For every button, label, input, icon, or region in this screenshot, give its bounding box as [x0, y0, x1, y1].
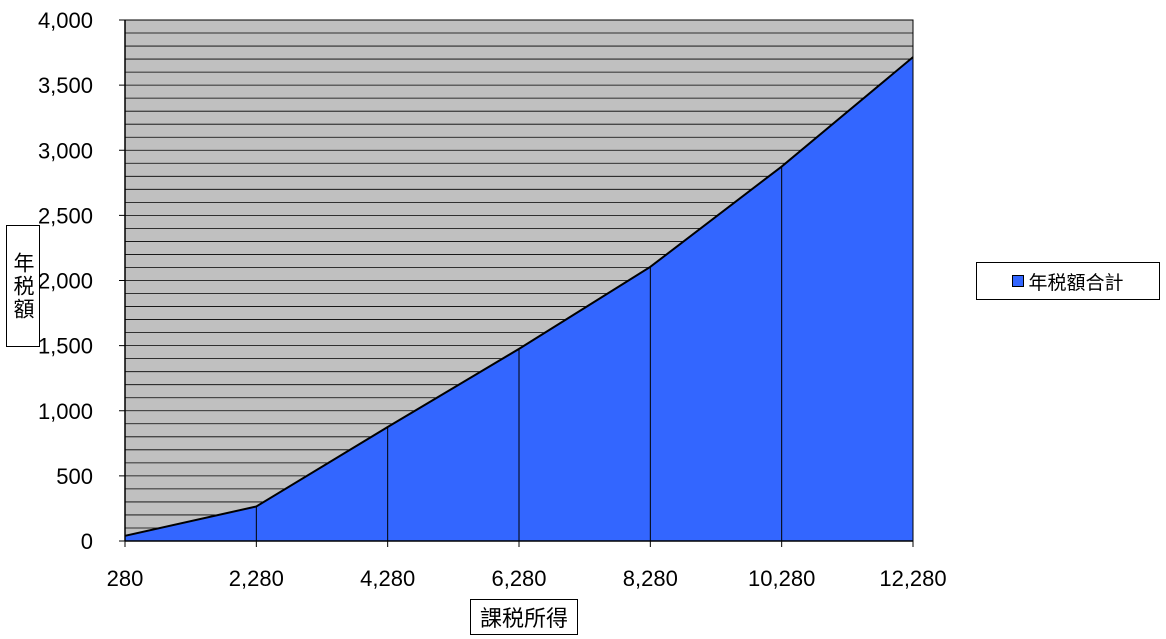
y-tick-label: 1,500	[38, 334, 93, 359]
x-tick-label: 4,280	[360, 566, 415, 591]
x-axis-title-text: 課税所得	[479, 607, 568, 632]
legend-swatch	[1012, 275, 1025, 287]
x-tick-label: 8,280	[623, 566, 678, 591]
legend: 年税額合計	[976, 262, 1160, 300]
y-axis-title: 年税額	[6, 225, 40, 347]
series-line	[124, 56, 914, 537]
x-tick-label: 2,280	[229, 566, 284, 591]
series-area	[125, 57, 913, 542]
x-tick-label: 10,280	[748, 566, 815, 591]
x-axis-title: 課税所得	[470, 599, 578, 635]
y-tick-label: 0	[81, 529, 93, 554]
y-tick-label: 2,500	[38, 203, 93, 228]
y-tick-label: 1,000	[38, 399, 93, 424]
y-axis-title-text: 年税額	[11, 251, 35, 321]
x-tick-label: 280	[107, 566, 144, 591]
legend-label: 年税額合計	[1028, 271, 1124, 294]
y-tick-label: 500	[56, 464, 93, 489]
y-tick-label: 2,000	[38, 269, 93, 294]
y-tick-label: 4,000	[38, 8, 93, 33]
x-tick-label: 12,280	[879, 566, 946, 591]
y-tick-label: 3,000	[38, 138, 93, 163]
y-tick-label: 3,500	[38, 73, 93, 98]
x-tick-label: 6,280	[491, 566, 546, 591]
